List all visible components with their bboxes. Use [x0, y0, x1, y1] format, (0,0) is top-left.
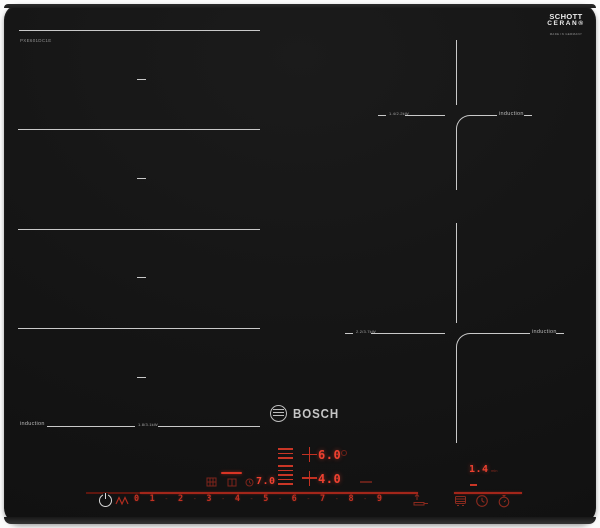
back-right-zone-corner-arc: [456, 115, 471, 130]
flex-zone-center-dash-4: [137, 377, 146, 378]
flex-front-level-display: 4.0: [318, 472, 342, 486]
front-right-zone-right-line: [470, 333, 530, 334]
bosch-logo: BOSCH: [270, 405, 341, 422]
flex-zone-induction-label: induction: [20, 421, 45, 427]
timer-display: 1.4: [469, 464, 489, 475]
grid-function-icon[interactable]: [206, 477, 217, 487]
aux-level-display: 7.0: [256, 476, 276, 487]
bosch-wordmark: BOSCH: [293, 406, 340, 421]
slider-level-3[interactable]: 3: [206, 494, 212, 504]
slider-level-6[interactable]: 6: [291, 494, 297, 504]
flex-zone-bottom-line-b: [158, 426, 260, 427]
front-right-zone-induction-label: induction: [532, 329, 557, 335]
flex-zone-bottom-line-a: [47, 426, 135, 427]
flex-segment-bar: [278, 457, 293, 459]
bosch-emblem-icon: [270, 405, 287, 422]
slider-separator: -: [364, 495, 367, 503]
wipe-protection-icon[interactable]: [115, 495, 129, 506]
flex-zone-center-dash-1: [137, 79, 146, 80]
flex-zone-line-4: [18, 328, 260, 329]
front-right-zone-corner-arc: [456, 333, 471, 348]
flex-zone-line-3: [18, 229, 260, 230]
slider-separator: -: [307, 495, 310, 503]
back-right-zone-left-dash: [378, 115, 386, 116]
slider-separator: -: [222, 495, 225, 503]
back-right-zone-induction-label: induction: [499, 111, 524, 117]
mini-clock-icon[interactable]: [245, 478, 254, 487]
flex-segment-bar: [278, 452, 293, 454]
schott-line: SCHOTT: [549, 12, 583, 21]
front-right-zone-power-label: 2.2/3.7kW: [356, 329, 376, 334]
flex-rear-level-display: 6.0: [318, 448, 342, 462]
flex-segment-bar: [278, 474, 293, 476]
back-right-zone-power-label: 1.4/2.2kW: [389, 111, 409, 116]
slider-level-0[interactable]: 0: [134, 494, 140, 504]
pot-icon[interactable]: [454, 494, 467, 507]
flex-zone-center-dash-3: [137, 277, 146, 278]
slider-level-7[interactable]: 7: [320, 494, 326, 504]
timer-tick-dash: [470, 484, 477, 486]
flex-segment-bar: [278, 448, 293, 450]
glass-top-edge: [4, 4, 596, 8]
slider-separator: -: [250, 495, 253, 503]
slider-separator: -: [335, 495, 338, 503]
timer-unit-label: min: [491, 468, 498, 473]
slider-separator: -: [165, 495, 168, 503]
flex-segment-bar: [278, 469, 293, 471]
back-right-zone-top-ray: [456, 40, 457, 105]
flex-segment-bar: [278, 478, 293, 480]
slider-level-9[interactable]: 9: [376, 494, 382, 504]
boost-indicator-dot: [341, 450, 347, 456]
back-right-zone-bottom-ray: [456, 129, 457, 190]
flex-segment-bar: [278, 483, 293, 485]
model-number: PXE601DC1E: [20, 38, 52, 43]
timer-slider-track[interactable]: [454, 491, 522, 494]
slider-separator: -: [193, 495, 196, 503]
flex-segment-bar: [278, 465, 293, 467]
frame-function-icon[interactable]: [227, 478, 237, 487]
back-right-zone-left-line: [405, 115, 445, 116]
slider-level-4[interactable]: 4: [234, 494, 240, 504]
power-slider-track[interactable]: [140, 491, 418, 494]
slider-level-1[interactable]: 1: [149, 494, 155, 504]
right-zones-shared-ray: [456, 223, 457, 323]
slider-level-5[interactable]: 5: [263, 494, 269, 504]
standby-power-icon[interactable]: [99, 492, 112, 507]
made-in-germany-line: MADE IN GERMANY: [549, 31, 583, 36]
keep-warm-bar: [221, 471, 242, 474]
flex-zone-line-1: [19, 30, 260, 31]
glass-ceramic-surface: [4, 4, 596, 524]
front-right-zone-right-dash: [556, 333, 564, 334]
flex-zone-power-label: 1.8/3.1kW: [138, 422, 158, 427]
front-right-zone-left-line: [371, 333, 445, 334]
flex-zone-line-2: [18, 129, 260, 130]
crosshair-marker-front: [302, 470, 317, 486]
slider-level-8[interactable]: 8: [348, 494, 354, 504]
clock-timer-icon[interactable]: [475, 494, 489, 508]
slider-separator: -: [278, 495, 282, 503]
slider-level-2[interactable]: 2: [178, 494, 184, 504]
front-right-zone-bottom-ray: [456, 347, 457, 443]
ceran-line: CERAN®: [547, 19, 585, 27]
flex-zone-center-dash-2: [137, 178, 146, 179]
stopwatch-icon[interactable]: [497, 494, 511, 508]
back-right-zone-right-line: [470, 115, 497, 116]
slider-track-lead[interactable]: [86, 491, 140, 494]
crosshair-marker-rear: [302, 447, 317, 462]
schott-ceran-logo: SCHOTT CERAN® MADE IN GERMANY: [544, 13, 588, 36]
pan-transfer-icon[interactable]: [413, 493, 429, 506]
glass-bottom-edge: [4, 517, 596, 524]
inactive-display-dash: [360, 481, 372, 483]
back-right-zone-right-dash: [524, 115, 532, 116]
front-right-zone-left-dash: [345, 333, 353, 334]
